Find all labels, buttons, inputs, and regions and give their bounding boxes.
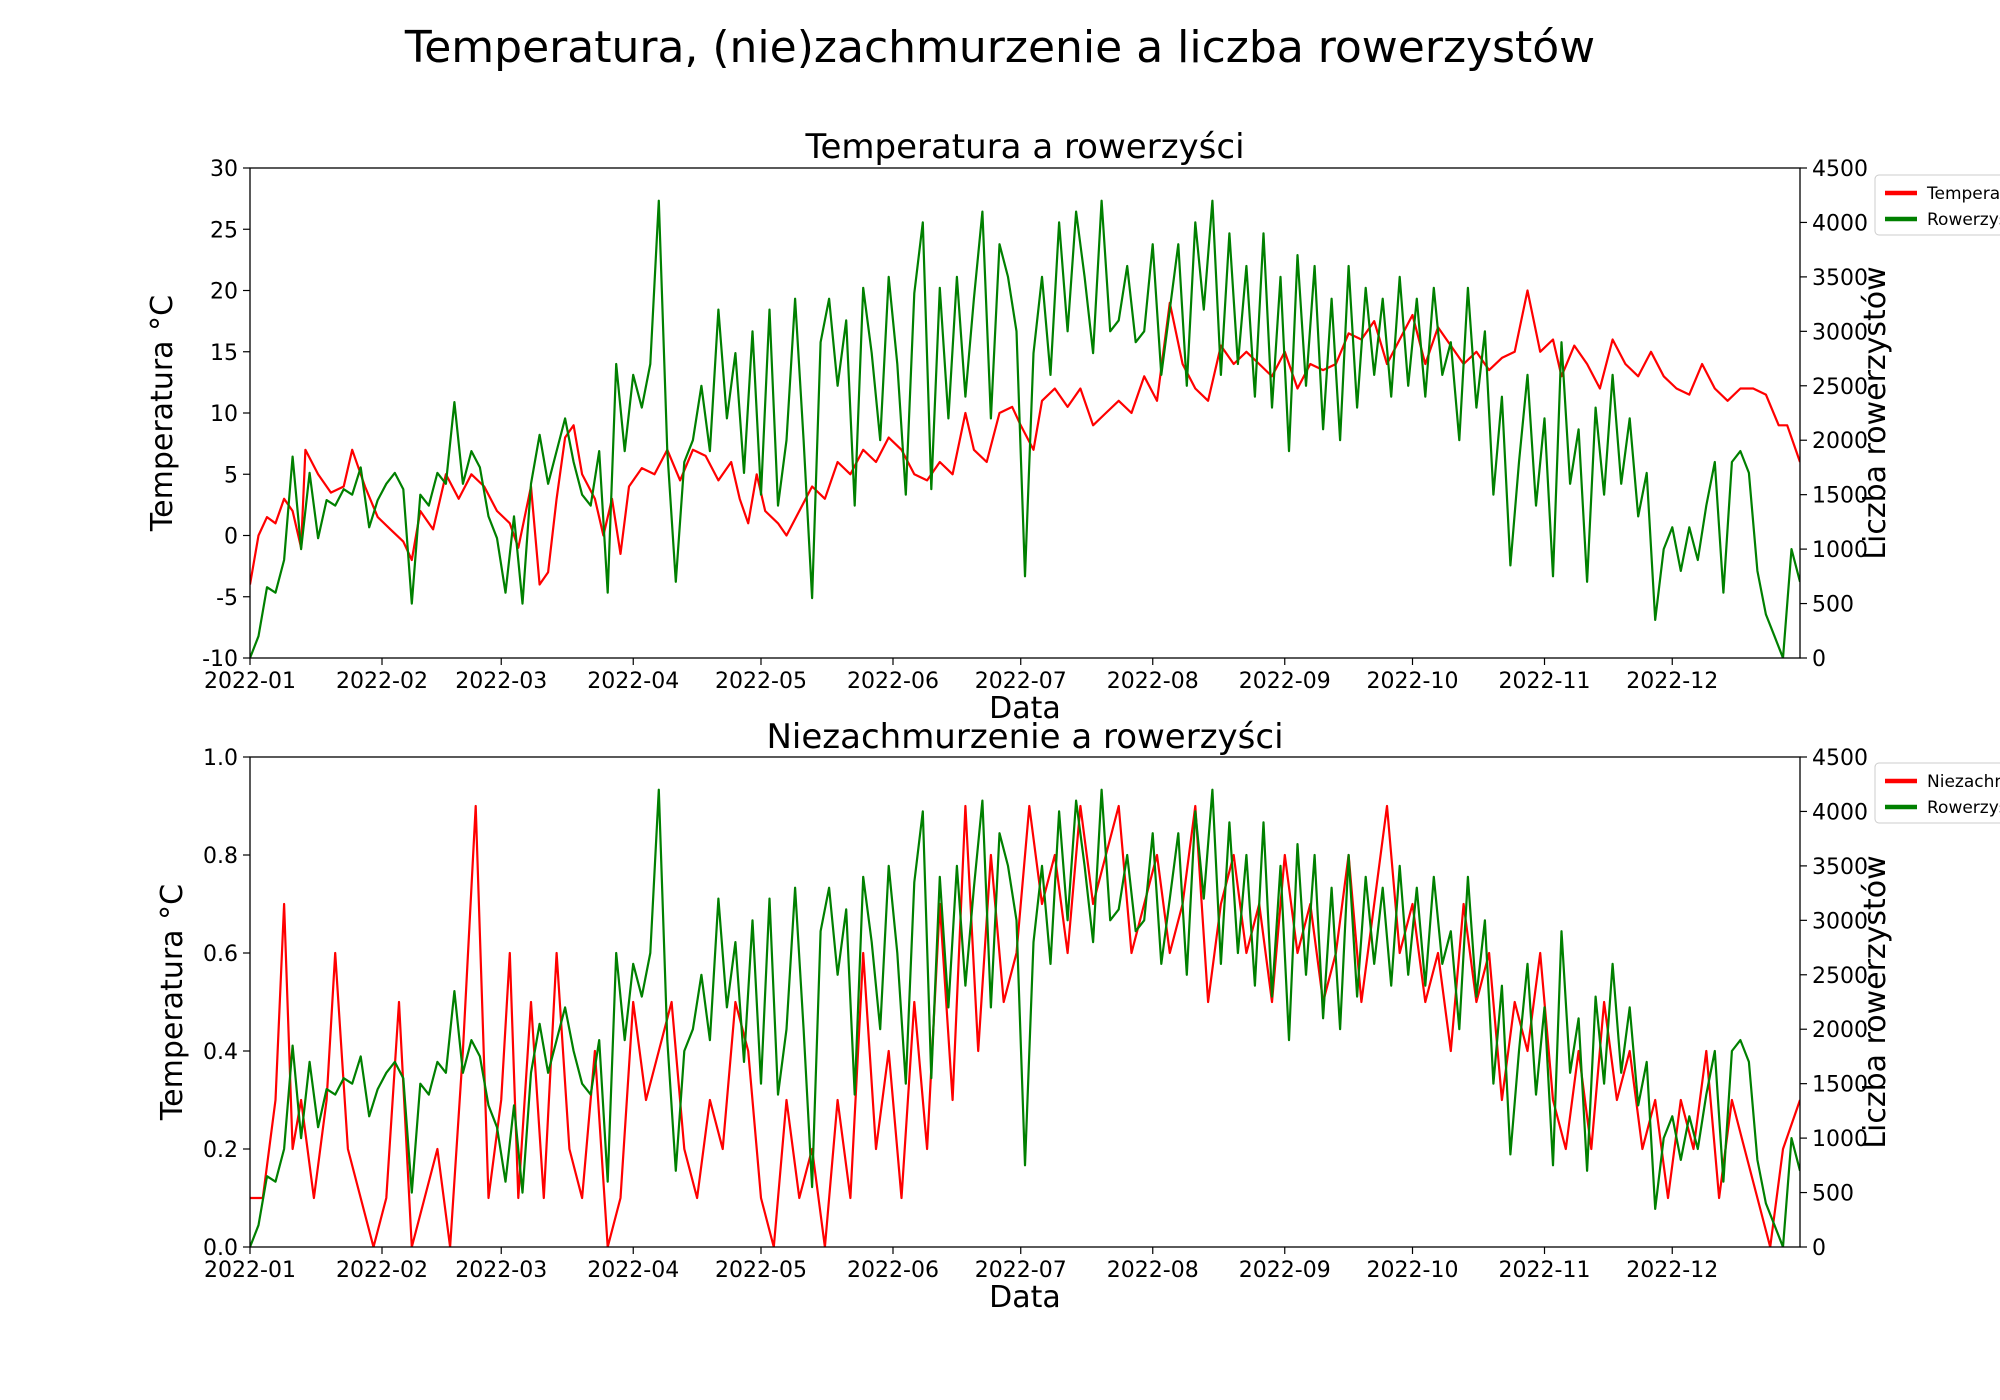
y-tick-label: 20: [210, 280, 238, 305]
panel-cloudless: Niezachmurzenie a rowerzyści 2022-01 2022-…: [155, 717, 2000, 1315]
chart-title: Niezachmurzenie a rowerzyści: [766, 717, 1283, 757]
series-line-cyclists: [250, 199, 1800, 658]
y2-tick-label: 4500: [1812, 157, 1868, 182]
y2-tick-label: 4000: [1812, 800, 1868, 825]
y2-tick-label: 2500: [1812, 964, 1868, 989]
y2-tick-label: 500: [1812, 1182, 1854, 1207]
y2-tick-label: 1000: [1812, 1127, 1868, 1152]
plot-area: [250, 788, 1800, 1247]
chart-title: Temperatura a rowerzyści: [804, 127, 1244, 167]
y2-tick-label: 1500: [1812, 1073, 1868, 1098]
x-tick-label: 2022-11: [1499, 1258, 1591, 1283]
legend: Temperat Rowerzys: [1874, 174, 2000, 236]
y2-axis-label: Liczba rowerzystów: [1858, 266, 1893, 559]
legend: Niezachm Rowerzyś: [1874, 762, 2000, 824]
y-tick-label: 5: [224, 463, 238, 488]
x-tick-label: 2022-01: [204, 1258, 296, 1283]
y2-tick-label: 3000: [1812, 320, 1868, 345]
axes-frame: [249, 756, 1801, 1248]
x-tick-label: 2022-03: [455, 1258, 547, 1283]
y2-tick-label: 3500: [1812, 855, 1868, 880]
x-tick-label: 2022-04: [587, 1258, 679, 1283]
x-tick-label: 2022-06: [847, 1258, 939, 1283]
x-tick-label: 2022-03: [455, 669, 547, 694]
series-line-cloudless: [250, 804, 1800, 1247]
x-tick-label: 2022-12: [1626, 669, 1718, 694]
series-line-cyclists: [250, 788, 1800, 1247]
y2-tick-label: 4000: [1812, 211, 1868, 236]
x-tick-label: 2022-04: [587, 669, 679, 694]
x-tick-label: 2022-08: [1107, 1258, 1199, 1283]
x-tick-label: 2022-12: [1626, 1258, 1718, 1283]
x-tick-label: 2022-07: [975, 669, 1067, 694]
x-tick-label: 2022-11: [1499, 669, 1591, 694]
x-axis-label: Data: [989, 1280, 1061, 1315]
y-tick-label: 0.8: [203, 844, 238, 869]
x-tick-label: 2022-10: [1367, 669, 1459, 694]
y-tick-label: 10: [210, 402, 238, 427]
x-tick-label: 2022-08: [1107, 669, 1199, 694]
y-axis-label: Temperatura °C: [155, 884, 190, 1121]
panel-temperature: Temperatura a rowerzyści 2022-01 2022-02 20…: [145, 127, 2000, 726]
y2-tick-label: 4500: [1812, 746, 1868, 771]
y2-tick-label: 1000: [1812, 538, 1868, 563]
y2-tick-label: 3000: [1812, 909, 1868, 934]
y-axis-label: Temperatura °C: [145, 295, 180, 532]
y-tick-label: 0.0: [203, 1236, 238, 1261]
y-tick-label: 30: [210, 157, 238, 182]
figure-suptitle: Temperatura, (nie)zachmurzenie a liczba …: [404, 22, 1595, 73]
legend-label: Temperat: [1926, 184, 2000, 204]
x-axis-label: Data: [989, 691, 1061, 726]
plot-area: [250, 199, 1800, 658]
y-tick-label: 25: [210, 218, 238, 243]
y2-axis-label: Liczba rowerzystów: [1858, 855, 1893, 1148]
legend-label: Niezachm: [1927, 772, 2000, 792]
y2-tick-label: 1500: [1812, 484, 1868, 509]
x-tick-label: 2022-05: [715, 669, 807, 694]
y2-tick-label: 2500: [1812, 375, 1868, 400]
x-tick-label: 2022-09: [1239, 669, 1331, 694]
y-tick-label: 1.0: [203, 746, 238, 771]
y2-tick-label: 0: [1812, 1236, 1826, 1261]
y-tick-label: 0.2: [203, 1138, 238, 1163]
x-tick-label: 2022-10: [1367, 1258, 1459, 1283]
y2-tick-label: 3500: [1812, 266, 1868, 291]
x-tick-label: 2022-02: [336, 669, 428, 694]
y-tick-label: 15: [210, 341, 238, 366]
y-tick-label: 0: [224, 525, 238, 550]
y-tick-label: 0.6: [203, 942, 238, 967]
y2-tick-label: 2000: [1812, 429, 1868, 454]
y2-tick-label: 500: [1812, 593, 1854, 618]
legend-label: Rowerzys: [1927, 210, 2000, 230]
x-tick-label: 2022-07: [975, 1258, 1067, 1283]
x-tick-label: 2022-09: [1239, 1258, 1331, 1283]
y2-tick-label: 2000: [1812, 1018, 1868, 1043]
y-tick-label: 0.4: [203, 1040, 238, 1065]
legend-label: Rowerzyś: [1927, 798, 2000, 818]
x-tick-label: 2022-01: [204, 669, 296, 694]
x-tick-label: 2022-05: [715, 1258, 807, 1283]
y-tick-label: -10: [202, 647, 238, 672]
y2-tick-label: 0: [1812, 647, 1826, 672]
x-tick-label: 2022-02: [336, 1258, 428, 1283]
y-tick-label: -5: [216, 586, 238, 611]
x-tick-label: 2022-06: [847, 669, 939, 694]
